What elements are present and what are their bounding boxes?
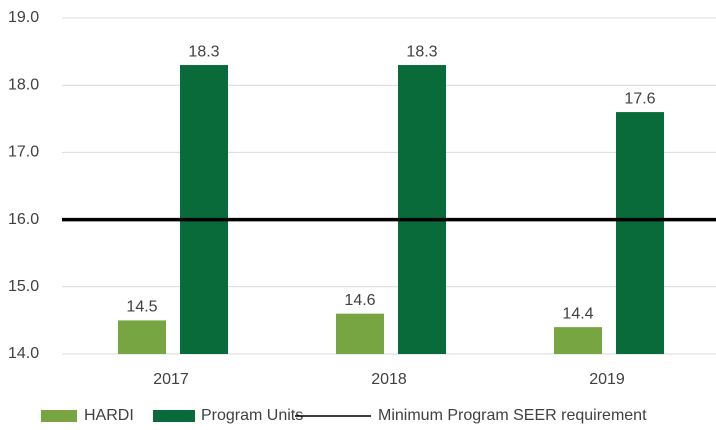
y-tick-label: 15.0 bbox=[8, 278, 39, 295]
data-label: 14.4 bbox=[562, 305, 593, 322]
bar bbox=[616, 112, 664, 354]
x-tick-label: 2019 bbox=[589, 371, 625, 388]
y-tick-label: 17.0 bbox=[8, 144, 39, 161]
legend-label: HARDI bbox=[84, 407, 134, 424]
data-label: 14.6 bbox=[344, 292, 375, 309]
x-tick-label: 2018 bbox=[371, 371, 407, 388]
legend-swatch bbox=[153, 410, 195, 422]
bar bbox=[398, 65, 446, 354]
bar bbox=[336, 313, 384, 354]
legend-label: Minimum Program SEER requirement bbox=[378, 407, 647, 424]
x-tick-label: 2017 bbox=[153, 371, 189, 388]
legend-swatch bbox=[41, 410, 77, 422]
legend-label: Program Units bbox=[201, 407, 303, 424]
data-label: 14.5 bbox=[126, 299, 157, 316]
data-label: 18.3 bbox=[406, 43, 437, 60]
y-tick-label: 14.0 bbox=[8, 345, 39, 362]
bar bbox=[180, 65, 228, 354]
bar bbox=[118, 320, 166, 354]
data-label: 18.3 bbox=[188, 43, 219, 60]
y-tick-label: 18.0 bbox=[8, 76, 39, 93]
y-tick-label: 16.0 bbox=[8, 211, 39, 228]
bar bbox=[554, 327, 602, 354]
y-tick-label: 19.0 bbox=[8, 9, 39, 26]
data-label: 17.6 bbox=[624, 90, 655, 107]
